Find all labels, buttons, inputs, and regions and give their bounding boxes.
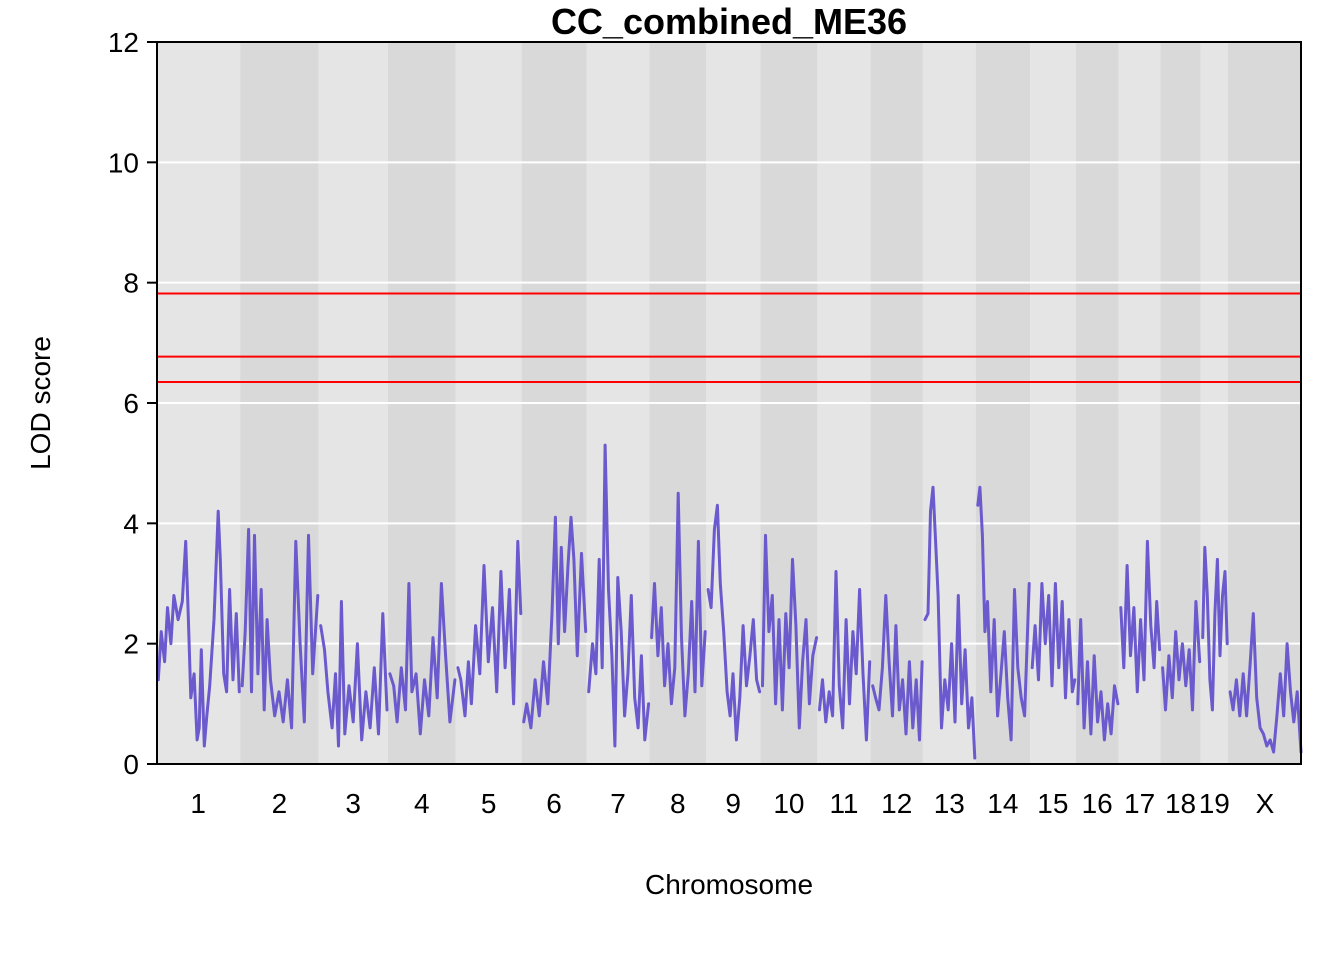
lod-line-chr-9 (706, 503, 762, 742)
x-tick-label-3: 3 (345, 788, 361, 819)
x-tick-label-9: 9 (725, 788, 741, 819)
lod-line-chr-15 (1030, 582, 1077, 700)
gridlines (157, 161, 1301, 645)
lod-line-chr-8 (650, 491, 707, 718)
lod-line-chr-4 (388, 582, 457, 736)
lod-line-chr-2 (240, 527, 320, 730)
x-axis-label: Chromosome (645, 869, 813, 900)
x-tick-label-5: 5 (481, 788, 497, 819)
x-tick-label-1: 1 (190, 788, 206, 819)
lod-line-chr-10 (761, 533, 819, 730)
lod-line-chr-12 (871, 594, 924, 742)
x-axis: 1 2 3 4 5 6 7 8 9 10 11 12 13 14 15 16 17 18 19 X (190, 788, 1274, 819)
lod-line-chr-18 (1161, 600, 1202, 712)
y-axis: 0 2 4 6 8 10 12 (108, 27, 158, 780)
lod-series (156, 443, 1303, 760)
y-tick-label-0: 0 (123, 749, 139, 780)
x-tick-label-X: X (1256, 788, 1275, 819)
lod-line-chr-3 (319, 600, 389, 748)
chart-title: CC_combined_ME36 (551, 1, 907, 42)
x-tick-label-4: 4 (414, 788, 430, 819)
lod-line-chr-7 (587, 443, 651, 748)
lod-line-chr-16 (1076, 618, 1120, 742)
y-axis-label: LOD score (25, 336, 56, 470)
y-tick-label-10: 10 (108, 147, 139, 178)
x-tick-label-13: 13 (934, 788, 965, 819)
x-tick-label-17: 17 (1124, 788, 1155, 819)
x-tick-label-10: 10 (773, 788, 804, 819)
lod-line-chr-13 (923, 485, 977, 760)
lod-line-chr-X (1228, 612, 1303, 754)
x-tick-label-7: 7 (610, 788, 626, 819)
lod-line-chr-19 (1201, 545, 1229, 712)
lod-line-chr-6 (522, 515, 588, 730)
x-tick-label-18: 18 (1165, 788, 1196, 819)
lod-line-chr-14 (976, 485, 1031, 742)
x-tick-label-6: 6 (546, 788, 562, 819)
x-tick-label-14: 14 (987, 788, 1018, 819)
lod-line-chr-11 (818, 570, 872, 742)
y-tick-label-4: 4 (123, 508, 139, 539)
y-tick-label-2: 2 (123, 629, 139, 660)
lod-line-chr-17 (1119, 539, 1162, 694)
y-tick-label-12: 12 (108, 27, 139, 58)
x-tick-label-12: 12 (881, 788, 912, 819)
y-tick-label-8: 8 (123, 268, 139, 299)
x-tick-label-15: 15 (1037, 788, 1068, 819)
y-tick-label-6: 6 (123, 388, 139, 419)
x-tick-label-11: 11 (829, 788, 858, 819)
x-tick-label-8: 8 (670, 788, 686, 819)
threshold-lines (157, 292, 1301, 383)
x-tick-label-16: 16 (1082, 788, 1113, 819)
lod-line-chr-5 (456, 539, 523, 718)
x-tick-label-19: 19 (1199, 788, 1230, 819)
lod-line-chr-1 (156, 509, 241, 748)
x-tick-label-2: 2 (272, 788, 288, 819)
